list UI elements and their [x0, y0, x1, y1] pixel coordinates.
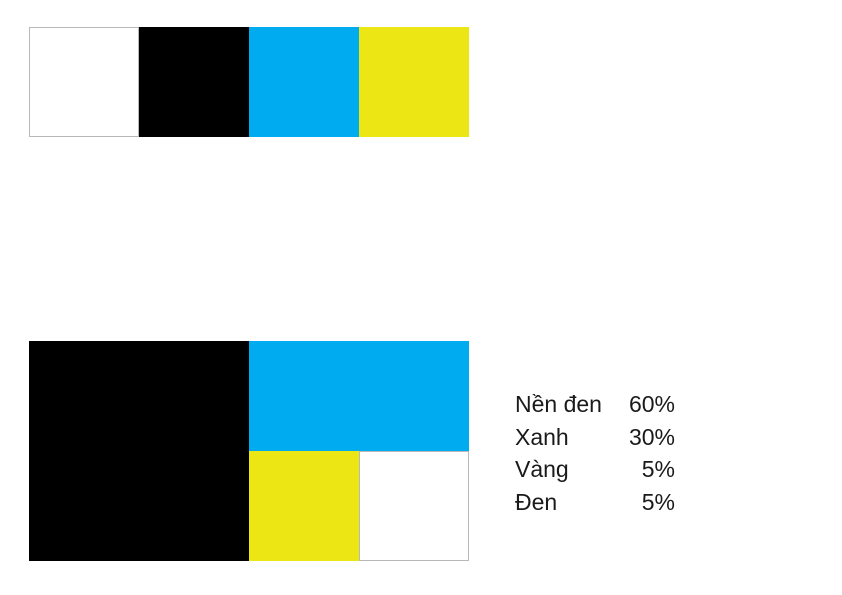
- proportion-block-yellow: [249, 451, 359, 561]
- proportion-block-white: [359, 451, 469, 561]
- legend-label: Vàng: [515, 456, 569, 482]
- legend-row: Đen 5%: [515, 486, 675, 519]
- legend-label: Đen: [515, 488, 558, 515]
- legend-label: Nền đen: [515, 391, 602, 417]
- legend-percent: 60%: [628, 391, 675, 417]
- legend-row: Nền đen 60%: [515, 388, 675, 421]
- legend-row: Vàng 5%: [515, 453, 675, 486]
- swatch-blue: [249, 27, 359, 137]
- legend-row: Xanh 30%: [515, 421, 675, 454]
- swatch-black: [139, 27, 249, 137]
- legend-percent: 30%: [628, 423, 675, 450]
- proportion-block-blue: [249, 341, 469, 451]
- proportion-legend: Nền đen 60% Xanh 30% Vàng 5% Đen 5%: [515, 388, 675, 518]
- legend-percent: 5%: [641, 488, 675, 515]
- legend-percent: 5%: [641, 456, 675, 482]
- legend-label: Xanh: [515, 423, 569, 450]
- proportion-block-black: [29, 341, 249, 561]
- swatch-yellow: [359, 27, 469, 137]
- swatch-white: [29, 27, 139, 137]
